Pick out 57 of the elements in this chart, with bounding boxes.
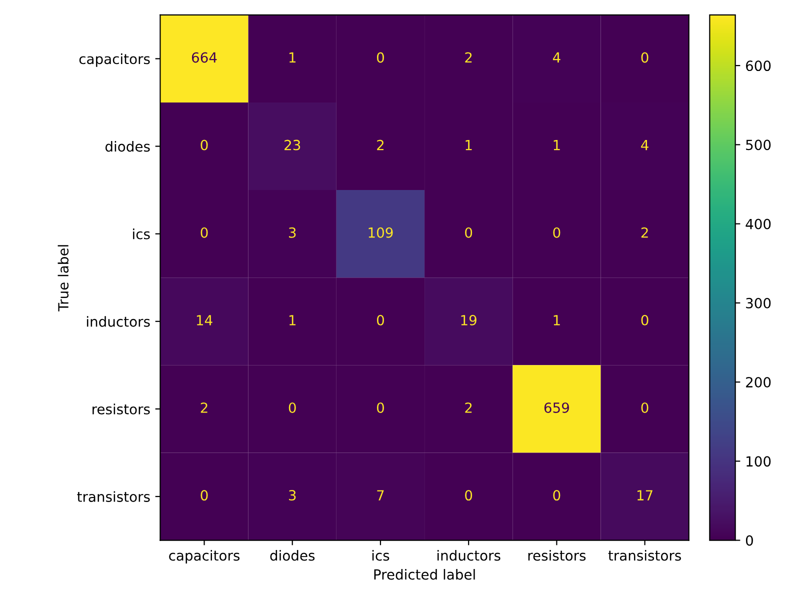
data-label: 1 bbox=[554, 140, 560, 150]
y-tick-label: resistors bbox=[92, 404, 150, 414]
data-label: 0 bbox=[641, 52, 648, 63]
y-tick-label: capacitors bbox=[79, 53, 150, 67]
x-tick-label: capacitors bbox=[169, 550, 240, 564]
data-label: 0 bbox=[553, 490, 560, 501]
data-label: 0 bbox=[376, 52, 384, 63]
data-label: 0 bbox=[553, 227, 560, 238]
data-label: 0 bbox=[641, 402, 648, 413]
color-bar-label: 300 bbox=[746, 298, 771, 308]
data-label: 2 bbox=[641, 227, 648, 238]
data-label: 0 bbox=[288, 402, 296, 413]
data-label: 2 bbox=[465, 52, 472, 63]
data-label: 1 bbox=[554, 315, 560, 326]
data-label: 0 bbox=[465, 227, 472, 238]
data-label: 4 bbox=[641, 140, 648, 150]
data-label: 1 bbox=[289, 315, 296, 326]
color-bar-label: 400 bbox=[746, 218, 771, 230]
data-label: 17 bbox=[637, 490, 652, 500]
x-axis-title: Predicted label bbox=[374, 569, 475, 580]
y-tick-label: transistors bbox=[77, 491, 150, 502]
x-tick-label: diodes bbox=[270, 550, 315, 561]
data-label: 659 bbox=[544, 402, 569, 413]
color-bar-label: 0 bbox=[746, 535, 753, 546]
data-label: 0 bbox=[465, 490, 472, 501]
data-label: 2 bbox=[465, 402, 472, 413]
y-axis-title: True label bbox=[58, 245, 69, 312]
color-bar-label: 100 bbox=[746, 456, 771, 467]
color-bar-label: 500 bbox=[746, 140, 771, 150]
data-label: 0 bbox=[376, 314, 384, 326]
data-label: 3 bbox=[289, 490, 296, 501]
data-label: 664 bbox=[192, 52, 217, 63]
data-label: 1 bbox=[289, 52, 296, 63]
color-bar-label: 600 bbox=[746, 60, 771, 72]
data-label: 0 bbox=[376, 402, 384, 413]
data-label: 2 bbox=[377, 140, 384, 150]
data-label: 109 bbox=[368, 227, 393, 238]
data-label: 7 bbox=[377, 490, 384, 500]
data-label: 1 bbox=[466, 140, 472, 150]
x-tick-label: transistors bbox=[608, 550, 681, 561]
data-label: 3 bbox=[289, 227, 296, 238]
y-tick-label: inductors bbox=[86, 316, 150, 327]
data-label: 0 bbox=[200, 140, 208, 150]
data-label: 4 bbox=[552, 52, 560, 63]
data-label: 0 bbox=[200, 490, 208, 501]
x-tick-label: inductors bbox=[437, 550, 500, 561]
y-tick-label: diodes bbox=[105, 140, 150, 152]
x-tick-label: ics bbox=[372, 550, 390, 561]
y-tick-label: ics bbox=[133, 228, 150, 240]
x-tick-label: resistors bbox=[528, 550, 586, 561]
data-label: 0 bbox=[200, 227, 208, 238]
color-bar-label: 200 bbox=[746, 377, 771, 388]
data-label: 19 bbox=[461, 314, 476, 326]
data-label: 0 bbox=[641, 314, 648, 326]
data-label: 23 bbox=[284, 140, 300, 150]
data-label: 2 bbox=[200, 402, 208, 413]
data-label: 14 bbox=[196, 315, 212, 326]
